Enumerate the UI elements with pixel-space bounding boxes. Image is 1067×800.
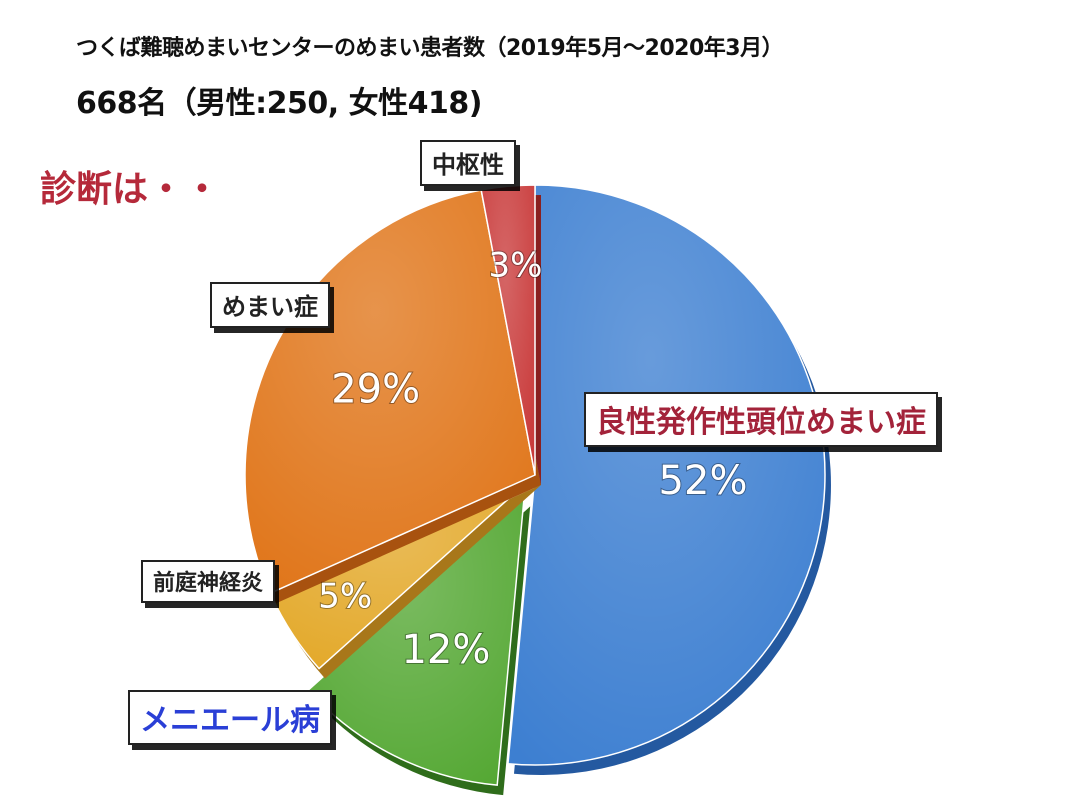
callout-dizziness-text: めまい症	[222, 293, 318, 321]
pie-label-0: 52%	[659, 458, 748, 504]
chart-title: つくば難聴めまいセンターのめまい患者数（2019年5月～2020年3月）	[76, 36, 784, 61]
callout-dizziness: めまい症	[210, 282, 330, 328]
callout-central: 中枢性	[420, 140, 516, 186]
callout-vestibular-neuritis: 前庭神経炎	[141, 560, 276, 603]
pie-label-1: 12%	[401, 627, 490, 673]
callout-central-text: 中枢性	[432, 151, 504, 179]
callout-bppv: 良性発作性頭位めまい症	[584, 392, 938, 447]
callout-bppv-text: 良性発作性頭位めまい症	[596, 405, 926, 440]
chart-subtitle: 668名（男性:250, 女性418)	[76, 86, 482, 121]
pie-label-4: 3%	[489, 246, 543, 286]
callout-menieres: メニエール病	[128, 690, 332, 745]
pie-slice-gloss-4	[481, 185, 535, 475]
pie-slice-gloss-1	[308, 496, 525, 786]
callout-menieres-text: メニエール病	[140, 703, 320, 738]
callout-vestibular-neuritis-text: 前庭神経炎	[153, 571, 264, 596]
diagnosis-heading: 診断は・・	[40, 169, 221, 210]
pie-slice-gloss-0	[507, 185, 825, 766]
pie-slice-gloss-2	[270, 475, 535, 669]
pie-label-2: 5%	[318, 577, 372, 617]
pie-label-3: 29%	[331, 367, 420, 413]
